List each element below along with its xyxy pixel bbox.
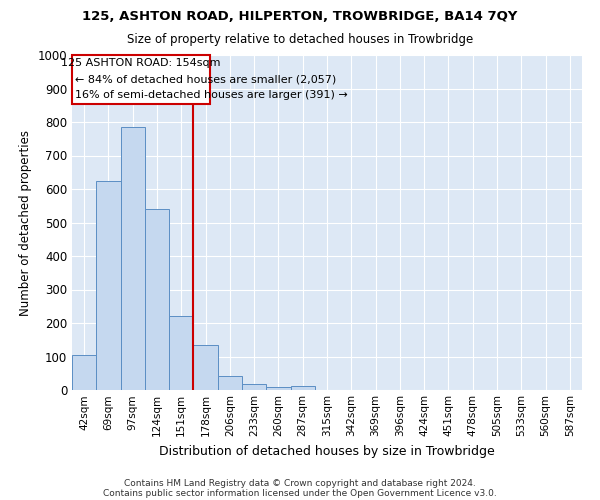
Bar [290,386,315,390]
Text: 125, ASHTON ROAD, HILPERTON, TROWBRIDGE, BA14 7QY: 125, ASHTON ROAD, HILPERTON, TROWBRIDGE,… [82,10,518,23]
Bar [266,386,290,390]
Bar [242,384,266,390]
X-axis label: Distribution of detached houses by size in Trowbridge: Distribution of detached houses by size … [159,444,495,458]
FancyBboxPatch shape [72,55,211,104]
Text: 16% of semi-detached houses are larger (391) →: 16% of semi-detached houses are larger (… [75,90,347,101]
Bar [145,209,169,390]
Y-axis label: Number of detached properties: Number of detached properties [19,130,32,316]
Text: 125 ASHTON ROAD: 154sqm: 125 ASHTON ROAD: 154sqm [61,58,221,68]
Bar [72,356,96,390]
Text: Size of property relative to detached houses in Trowbridge: Size of property relative to detached ho… [127,32,473,46]
Text: ← 84% of detached houses are smaller (2,057): ← 84% of detached houses are smaller (2,… [75,74,336,85]
Bar [96,182,121,390]
Bar [218,376,242,390]
Bar [121,128,145,390]
Bar [169,316,193,390]
Text: Contains HM Land Registry data © Crown copyright and database right 2024.: Contains HM Land Registry data © Crown c… [124,478,476,488]
Text: Contains public sector information licensed under the Open Government Licence v3: Contains public sector information licen… [103,488,497,498]
Bar [193,346,218,390]
